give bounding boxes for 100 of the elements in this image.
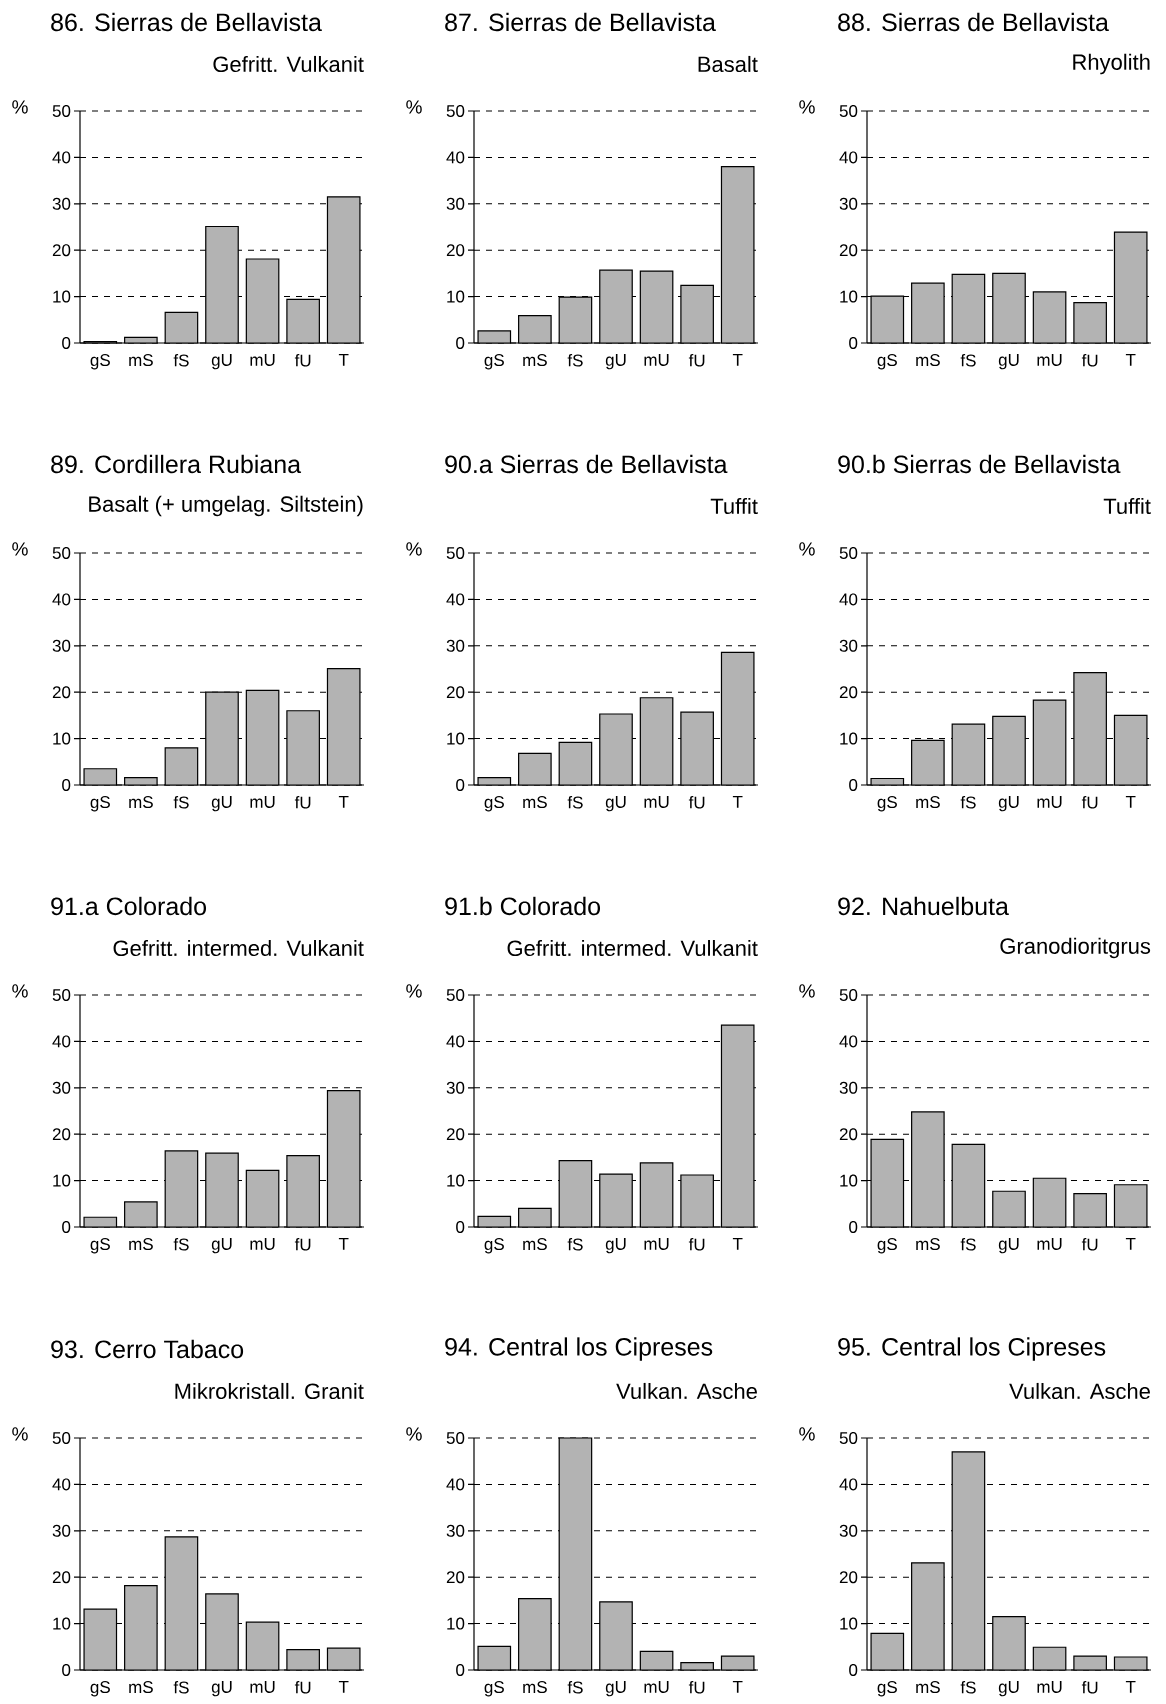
x-tick-label: T bbox=[732, 1238, 743, 1250]
x-tick-label: mS bbox=[916, 1681, 940, 1694]
chart-title: 88. Sierras de Bellavista bbox=[838, 12, 1109, 32]
chart-title: 91.a Colorado bbox=[51, 896, 207, 916]
x-tick-label: fU bbox=[688, 1238, 705, 1251]
y-tick-label: 40 bbox=[839, 593, 858, 606]
y-tick-label: 20 bbox=[446, 1571, 465, 1584]
x-tick-label: gU bbox=[605, 1681, 626, 1697]
chart-title: 86. Sierras de Bellavista bbox=[51, 12, 322, 32]
y-axis-title: % bbox=[406, 1427, 422, 1441]
y-tick-label: 30 bbox=[839, 1081, 858, 1094]
x-tick-label: T bbox=[1125, 1238, 1136, 1250]
x-tick-label: gS bbox=[877, 354, 897, 370]
y-tick-label: 40 bbox=[839, 1035, 858, 1048]
y-tick-label: 0 bbox=[849, 778, 858, 791]
x-tick-label: fU bbox=[688, 1681, 705, 1694]
y-tick-label: 50 bbox=[446, 1431, 465, 1444]
y-tick-label: 20 bbox=[839, 1571, 858, 1584]
chart-title: 93. Cerro Tabaco bbox=[51, 1339, 244, 1359]
y-tick-label: 0 bbox=[849, 1220, 858, 1233]
y-tick-label: 10 bbox=[53, 1617, 71, 1630]
x-tick-label: fU bbox=[1081, 354, 1098, 367]
y-tick-label: 10 bbox=[53, 732, 71, 745]
y-tick-label: 0 bbox=[62, 336, 71, 349]
chart-subtitle: Gefritt. intermed. Vulkanit bbox=[507, 939, 758, 957]
x-tick-label: gS bbox=[90, 1681, 110, 1697]
y-tick-label: 20 bbox=[446, 1128, 465, 1141]
x-tick-label: gU bbox=[998, 1681, 1019, 1697]
y-tick-label: 10 bbox=[840, 1174, 858, 1187]
x-tick-label: fS bbox=[960, 354, 976, 367]
x-tick-label: mS bbox=[523, 354, 547, 367]
x-tick-label: gU bbox=[998, 1238, 1019, 1254]
chart-title: 90.b Sierras de Bellavista bbox=[838, 454, 1121, 474]
x-tick-label: gS bbox=[877, 1238, 897, 1254]
chart-subtitle: Rhyolith bbox=[1073, 53, 1150, 75]
y-tick-label: 30 bbox=[839, 639, 858, 652]
y-tick-label: 20 bbox=[52, 1128, 71, 1141]
y-tick-label: 0 bbox=[62, 1220, 71, 1233]
y-tick-label: 40 bbox=[446, 1035, 465, 1048]
y-tick-label: 10 bbox=[840, 732, 858, 745]
y-tick-label: 40 bbox=[446, 593, 465, 606]
chart-title: 89. Cordillera Rubiana bbox=[51, 454, 302, 474]
x-tick-label: fU bbox=[294, 354, 311, 367]
chart-title: 92. Nahuelbuta bbox=[838, 896, 1009, 916]
y-tick-label: 40 bbox=[52, 151, 71, 164]
x-tick-label: gS bbox=[877, 1681, 897, 1697]
y-tick-label: 10 bbox=[840, 1617, 858, 1630]
y-tick-label: 20 bbox=[839, 686, 858, 699]
x-tick-label: gU bbox=[605, 796, 626, 812]
y-axis-title: % bbox=[406, 542, 422, 556]
y-tick-label: 30 bbox=[52, 1524, 71, 1537]
y-tick-label: 40 bbox=[446, 151, 465, 164]
x-tick-label: mS bbox=[916, 354, 940, 367]
y-tick-label: 30 bbox=[52, 197, 71, 210]
chart-subtitle: Vulkan. Asche bbox=[616, 1382, 757, 1400]
y-axis-title: % bbox=[406, 100, 422, 114]
x-tick-label: fS bbox=[173, 1681, 189, 1694]
x-tick-label: mU bbox=[250, 796, 275, 808]
x-tick-label: T bbox=[1125, 1681, 1136, 1693]
chart-subtitle: Mikrokristall. Granit bbox=[175, 1382, 364, 1400]
x-tick-label: gS bbox=[484, 354, 504, 370]
chart-title: 95. Central los Cipreses bbox=[838, 1337, 1106, 1361]
y-tick-label: 50 bbox=[52, 988, 71, 1001]
y-axis-title: % bbox=[799, 984, 815, 998]
x-tick-label: fU bbox=[1081, 1681, 1098, 1694]
x-tick-label: fS bbox=[960, 796, 976, 809]
x-tick-label: T bbox=[732, 796, 743, 808]
x-tick-label: fS bbox=[567, 1681, 583, 1694]
y-tick-label: 0 bbox=[849, 336, 858, 349]
x-tick-label: fU bbox=[688, 796, 705, 809]
x-tick-label: mU bbox=[644, 354, 669, 366]
chart-subtitle: Gefritt. Vulkanit bbox=[213, 55, 364, 73]
y-axis-title: % bbox=[12, 984, 28, 998]
y-tick-label: 10 bbox=[840, 290, 858, 303]
y-tick-label: 0 bbox=[62, 1663, 71, 1676]
x-tick-label: mU bbox=[250, 354, 275, 366]
chart-subtitle: Tuffit bbox=[710, 497, 758, 515]
x-tick-label: mS bbox=[523, 1681, 547, 1694]
x-tick-label: gS bbox=[484, 1238, 504, 1254]
x-tick-label: fU bbox=[1081, 796, 1098, 809]
x-tick-label: mS bbox=[129, 796, 153, 809]
y-tick-label: 40 bbox=[839, 151, 858, 164]
y-tick-label: 30 bbox=[52, 1081, 71, 1094]
x-tick-label: gS bbox=[90, 796, 110, 812]
y-tick-label: 10 bbox=[53, 1174, 71, 1187]
x-tick-label: mU bbox=[1037, 354, 1062, 366]
y-axis-title: % bbox=[406, 984, 422, 998]
x-tick-label: fU bbox=[294, 796, 311, 809]
x-tick-label: mS bbox=[916, 796, 940, 809]
y-tick-label: 30 bbox=[446, 1524, 465, 1537]
chart-title: 87. Sierras de Bellavista bbox=[445, 12, 716, 32]
y-tick-label: 30 bbox=[52, 639, 71, 652]
y-tick-label: 30 bbox=[446, 1081, 465, 1094]
chart-subtitle: Basalt bbox=[698, 55, 758, 73]
x-tick-label: mU bbox=[1037, 1681, 1062, 1693]
x-tick-label: fS bbox=[567, 354, 583, 367]
x-tick-label: fS bbox=[960, 1238, 976, 1251]
x-tick-label: fU bbox=[1081, 1238, 1098, 1251]
y-tick-label: 50 bbox=[839, 1431, 858, 1444]
chart-title: 90.a Sierras de Bellavista bbox=[445, 454, 728, 474]
